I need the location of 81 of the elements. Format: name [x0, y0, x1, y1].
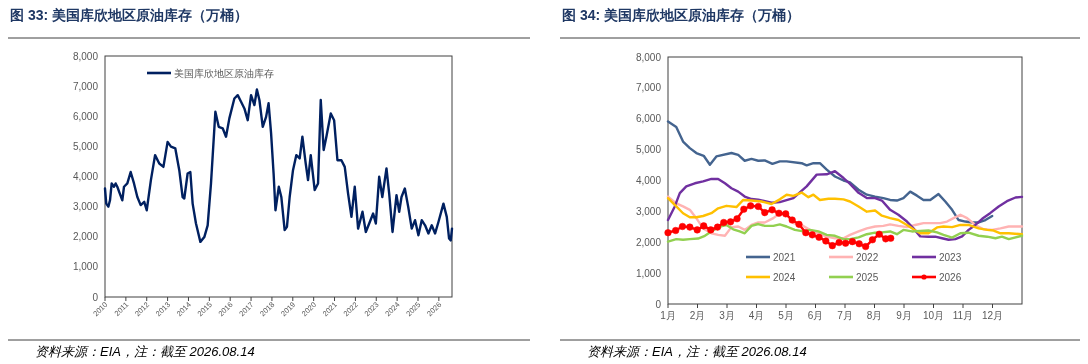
- legend-label: 2026: [939, 271, 962, 283]
- point: [768, 206, 776, 214]
- point: [672, 226, 680, 235]
- legend-item: 美国库欣地区原油库存: [147, 67, 274, 79]
- point: [678, 222, 687, 231]
- y-tick-label: 7,000: [635, 82, 662, 94]
- point: [788, 216, 796, 224]
- legend-label: 2024: [773, 271, 796, 283]
- y-tick-label: 2,000: [635, 236, 662, 248]
- legend-item: 2023: [912, 251, 962, 263]
- text: 资料来源：EIA，注：截至 2026.08.14: [35, 344, 255, 359]
- point: [795, 220, 803, 228]
- point: [720, 218, 728, 227]
- y-tick-label: 5,000: [635, 144, 662, 156]
- point: [875, 230, 883, 238]
- y-tick-label: 3,000: [72, 201, 99, 213]
- chart-title: 图 34: 美国库欣地区原油库存（万桶）: [562, 7, 801, 23]
- point: [868, 236, 876, 244]
- legend-item: 2022: [829, 251, 879, 263]
- point: [726, 218, 735, 226]
- point: [740, 205, 748, 213]
- legend-label: 2021: [773, 251, 796, 263]
- x-tick-label: 9月: [896, 310, 912, 321]
- x-tick-label: 2月: [689, 310, 706, 321]
- point: [754, 202, 762, 210]
- y-tick-label: 6,000: [635, 113, 662, 125]
- point: [761, 209, 769, 217]
- point: [747, 202, 755, 210]
- x-tick-label: 10月: [922, 310, 945, 321]
- x-tick-label: 3月: [719, 310, 735, 321]
- point: [855, 240, 863, 248]
- legend-item: 2026: [912, 271, 962, 283]
- x-tick-label: 5月: [778, 310, 794, 321]
- y-tick-label: 1,000: [72, 261, 99, 273]
- point: [887, 234, 895, 242]
- point: [848, 238, 856, 246]
- point: [700, 222, 708, 230]
- legend-item: 2024: [746, 271, 796, 283]
- y-tick-label: 3,000: [635, 205, 662, 217]
- point: [707, 226, 715, 234]
- y-tick-label: 6,000: [72, 110, 99, 122]
- legend-label: 美国库欣地区原油库存: [174, 67, 274, 79]
- point: [802, 229, 810, 237]
- y-tick-label: 8,000: [635, 51, 662, 63]
- y-tick-label: 4,000: [72, 171, 99, 182]
- point: [842, 239, 850, 247]
- point: [835, 239, 843, 247]
- y-tick-label: 7,000: [72, 80, 99, 92]
- text: 资料来源：EIA，注：截至 2026.08.14: [587, 344, 807, 359]
- point: [815, 233, 823, 241]
- point: [686, 223, 694, 231]
- point: [862, 243, 870, 251]
- x-tick-label: 4月: [748, 310, 765, 321]
- y-tick-label: 0: [655, 298, 662, 310]
- point: [693, 226, 701, 234]
- point: [822, 237, 830, 245]
- y-tick-label: 0: [92, 291, 99, 303]
- x-tick-label: 6月: [807, 310, 824, 321]
- chart-title: 图 33: 美国库欣地区原油库存（万桶）: [10, 7, 249, 23]
- point: [775, 209, 783, 217]
- point: [808, 231, 816, 239]
- point: [714, 223, 722, 231]
- x-tick-label: 11月: [952, 310, 974, 321]
- legend-label: 2023: [939, 251, 962, 263]
- legend-label: 2022: [856, 251, 879, 263]
- x-tick-label: 8月: [866, 310, 883, 321]
- point: [733, 215, 741, 223]
- y-tick-label: 2,000: [72, 231, 99, 243]
- point: [828, 242, 836, 250]
- x-tick-label: 7月: [837, 310, 853, 321]
- x-tick-label: 1月: [660, 310, 676, 321]
- y-tick-label: 4,000: [635, 175, 662, 186]
- point: [664, 229, 672, 237]
- legend-item: 2021: [746, 251, 796, 263]
- y-tick-label: 8,000: [72, 50, 99, 62]
- legend-item: 2025: [829, 271, 879, 283]
- legend-label: 2025: [856, 271, 879, 283]
- point: [782, 210, 790, 218]
- y-tick-label: 1,000: [635, 267, 662, 279]
- x-tick-label: 12月: [981, 310, 1004, 321]
- y-tick-label: 5,000: [72, 140, 99, 152]
